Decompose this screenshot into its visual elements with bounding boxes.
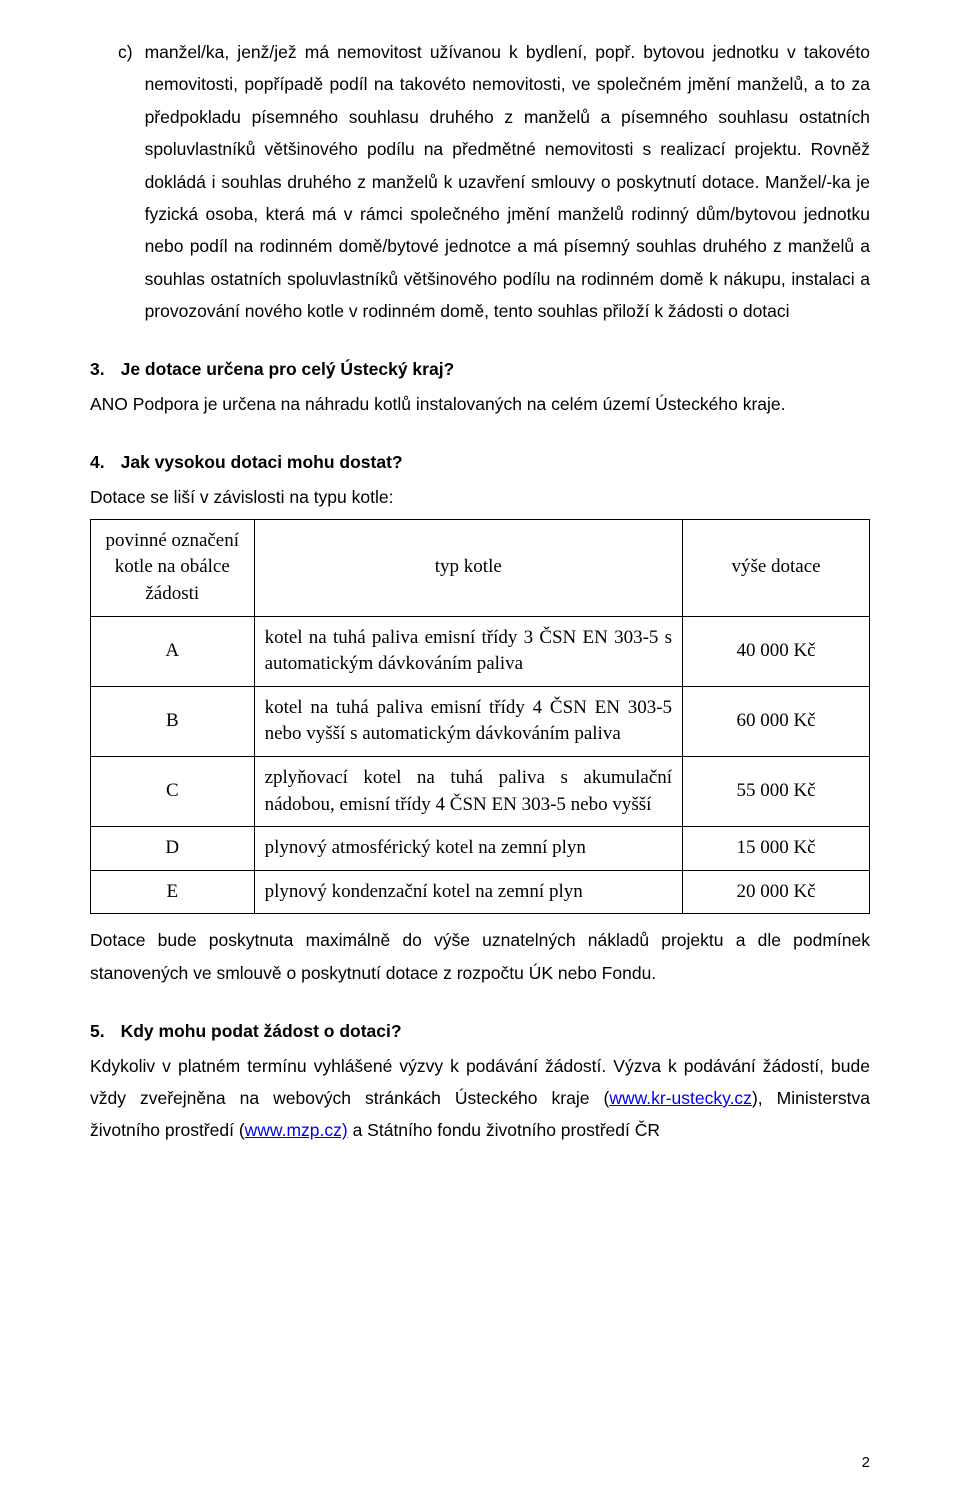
table-cell-c: 60 000 Kč bbox=[683, 686, 870, 756]
table-header-col2: typ kotle bbox=[254, 519, 682, 616]
question-5-heading: 5. Kdy mohu podat žádost o dotaci? bbox=[90, 1015, 870, 1047]
question-5-number: 5. bbox=[90, 1015, 121, 1047]
table-row: A kotel na tuhá paliva emisní třídy 3 ČS… bbox=[91, 616, 870, 686]
dotace-table: povinné označení kotle na obálce žádosti… bbox=[90, 519, 870, 915]
table-row: E plynový kondenzační kotel na zemní ply… bbox=[91, 870, 870, 914]
question-4-heading: 4. Jak vysokou dotaci mohu dostat? bbox=[90, 446, 870, 478]
table-cell-b: zplyňovací kotel na tuhá paliva s akumul… bbox=[254, 757, 682, 827]
table-cell-b: kotel na tuhá paliva emisní třídy 4 ČSN … bbox=[254, 686, 682, 756]
question-3-title: Je dotace určena pro celý Ústecký kraj? bbox=[121, 353, 870, 385]
question-5-answer: Kdykoliv v platném termínu vyhlášené výz… bbox=[90, 1050, 870, 1147]
question-4-title: Jak vysokou dotaci mohu dostat? bbox=[121, 446, 870, 478]
document-page: c) manžel/ka, jenž/jež má nemovitost uží… bbox=[0, 0, 960, 1493]
table-header-row: povinné označení kotle na obálce žádosti… bbox=[91, 519, 870, 616]
table-cell-b: kotel na tuhá paliva emisní třídy 3 ČSN … bbox=[254, 616, 682, 686]
table-cell-a: A bbox=[91, 616, 255, 686]
table-cell-c: 55 000 Kč bbox=[683, 757, 870, 827]
list-item-c-body: manžel/ka, jenž/jež má nemovitost užívan… bbox=[145, 36, 870, 327]
question-3-heading: 3. Je dotace určena pro celý Ústecký kra… bbox=[90, 353, 870, 385]
after-table-paragraph: Dotace bude poskytnuta maximálně do výše… bbox=[90, 924, 870, 989]
question-4-number: 4. bbox=[90, 446, 121, 478]
q5-answer-part3: a Státního fondu životního prostředí ČR bbox=[348, 1120, 660, 1140]
table-cell-a: C bbox=[91, 757, 255, 827]
table-cell-b: plynový kondenzační kotel na zemní plyn bbox=[254, 870, 682, 914]
link-mzp[interactable]: www.mzp.cz) bbox=[245, 1120, 348, 1140]
table-cell-c: 15 000 Kč bbox=[683, 827, 870, 871]
page-number: 2 bbox=[862, 1449, 870, 1477]
list-item-c: c) manžel/ka, jenž/jež má nemovitost uží… bbox=[118, 36, 870, 327]
table-header-col1: povinné označení kotle na obálce žádosti bbox=[91, 519, 255, 616]
question-5-title: Kdy mohu podat žádost o dotaci? bbox=[121, 1015, 870, 1047]
link-kr-ustecky[interactable]: www.kr-ustecky.cz bbox=[609, 1088, 752, 1108]
table-row: D plynový atmosférický kotel na zemní pl… bbox=[91, 827, 870, 871]
table-cell-a: D bbox=[91, 827, 255, 871]
question-4-intro: Dotace se liší v závislosti na typu kotl… bbox=[90, 481, 870, 513]
table-cell-c: 40 000 Kč bbox=[683, 616, 870, 686]
table-header-col3: výše dotace bbox=[683, 519, 870, 616]
table-cell-b: plynový atmosférický kotel na zemní plyn bbox=[254, 827, 682, 871]
table-row: B kotel na tuhá paliva emisní třídy 4 ČS… bbox=[91, 686, 870, 756]
question-3-answer: ANO Podpora je určena na náhradu kotlů i… bbox=[90, 388, 870, 420]
question-3-number: 3. bbox=[90, 353, 121, 385]
table-row: C zplyňovací kotel na tuhá paliva s akum… bbox=[91, 757, 870, 827]
list-marker-c: c) bbox=[118, 36, 145, 327]
table-cell-a: E bbox=[91, 870, 255, 914]
table-cell-a: B bbox=[91, 686, 255, 756]
table-cell-c: 20 000 Kč bbox=[683, 870, 870, 914]
